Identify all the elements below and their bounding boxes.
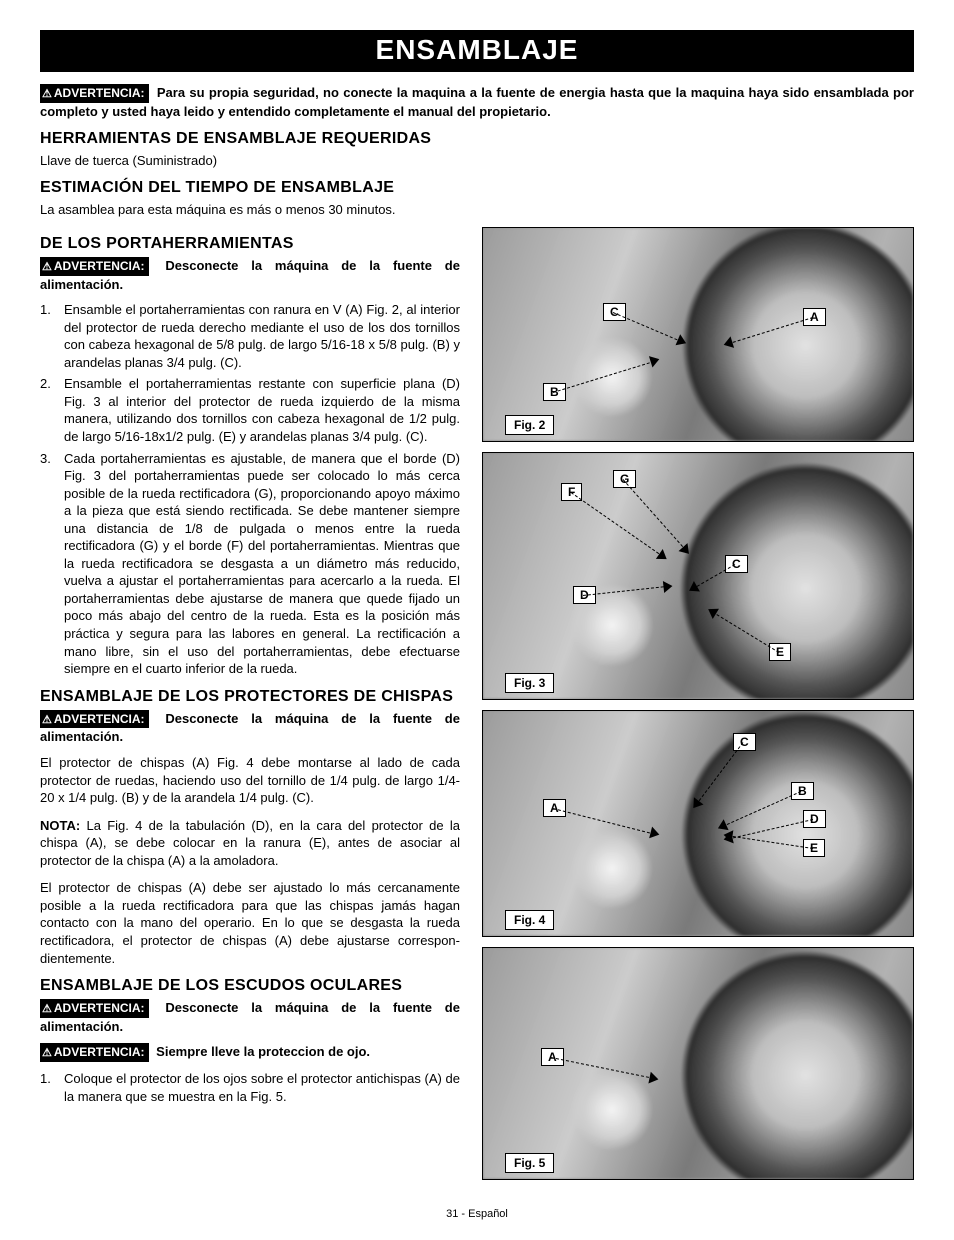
spark-warning: ADVERTENCIA: Desconecte la máquina de la… <box>40 710 460 746</box>
callout-label: C <box>725 555 748 573</box>
heading-spark-guards: ENSAMBLAJE DE LOS PROTECTORES DE CHISPAS <box>40 688 460 706</box>
right-figures-column: Fig. 2 CAB Fig. 3 FGCDE Fig. 4 CABDE Fig… <box>482 227 914 1190</box>
callout-label: C <box>733 733 756 751</box>
list-item: 1.Coloque el protector de los ojos sobre… <box>40 1070 460 1105</box>
figure-3-caption: Fig. 3 <box>505 673 554 693</box>
callout-label: E <box>769 643 791 661</box>
figure-5-caption: Fig. 5 <box>505 1153 554 1173</box>
left-text-column: DE LOS PORTAHERRAMIENTAS ADVERTENCIA: De… <box>40 227 460 1190</box>
tools-required-text: Llave de tuerca (Suministrado) <box>40 152 914 170</box>
toolrests-steps: 1.Ensamble el portaherramientas con ranu… <box>40 301 460 677</box>
callout-label: B <box>791 782 814 800</box>
figure-4: Fig. 4 CABDE <box>482 710 914 937</box>
note-label: NOTA: <box>40 818 80 833</box>
spark-paragraph-2: El protector de chispas (A) debe ser aju… <box>40 879 460 967</box>
top-safety-warning: ADVERTENCIA: Para su propia seguridad, n… <box>40 84 914 120</box>
warning-badge: ADVERTENCIA: <box>40 1043 149 1062</box>
callout-label: G <box>613 470 636 488</box>
list-item: 3.Cada portaherramientas es ajustable, d… <box>40 450 460 678</box>
warning-badge: ADVERTENCIA: <box>40 84 149 103</box>
figure-3: Fig. 3 FGCDE <box>482 452 914 700</box>
figure-3-photo <box>483 453 913 699</box>
warning-badge: ADVERTENCIA: <box>40 710 149 729</box>
spark-note: NOTA: La Fig. 4 de la tabulación (D), en… <box>40 817 460 870</box>
list-item: 2.Ensamble el portaherramientas restante… <box>40 375 460 445</box>
figure-2-caption: Fig. 2 <box>505 415 554 435</box>
figure-5: Fig. 5 A <box>482 947 914 1180</box>
top-warning-text: Para su propia seguridad, no conecte la … <box>40 85 914 119</box>
eye-warning-2-text: Siempre lleve la proteccion de ojo. <box>156 1044 370 1059</box>
figure-2-photo <box>483 228 913 441</box>
arrowhead-icon <box>722 829 733 842</box>
toolrests-warning: ADVERTENCIA: Desconecte la máquina de la… <box>40 257 460 293</box>
page-title-bar: ENSAMBLAJE <box>40 30 914 72</box>
assembly-time-text: La asamblea para esta máquina es más o m… <box>40 201 914 219</box>
heading-toolrests: DE LOS PORTAHERRAMIENTAS <box>40 235 460 253</box>
figure-2: Fig. 2 CAB <box>482 227 914 442</box>
figure-4-photo <box>483 711 913 936</box>
heading-tools-required: HERRAMIENTAS DE ENSAMBLAJE REQUERIDAS <box>40 130 914 148</box>
arrowhead-icon <box>663 580 673 593</box>
page-title: ENSAMBLAJE <box>40 34 914 66</box>
eye-warning-1: ADVERTENCIA: Desconecte la máquina de la… <box>40 999 460 1035</box>
callout-label: D <box>803 810 826 828</box>
figure-4-caption: Fig. 4 <box>505 910 554 930</box>
eye-warning-2: ADVERTENCIA: Siempre lleve la proteccion… <box>40 1043 460 1062</box>
warning-badge: ADVERTENCIA: <box>40 999 149 1018</box>
callout-label: A <box>803 308 826 326</box>
warning-badge: ADVERTENCIA: <box>40 257 149 276</box>
heading-eye-shields: ENSAMBLAJE DE LOS ESCUDOS OCULARES <box>40 977 460 995</box>
page-footer: 31 - Español <box>40 1208 914 1220</box>
list-item: 1.Ensamble el portaherramientas con ranu… <box>40 301 460 371</box>
heading-assembly-time: ESTIMACIÓN DEL TIEMPO DE ENSAMBLAJE <box>40 179 914 197</box>
spark-paragraph-1: El protector de chispas (A) Fig. 4 debe … <box>40 754 460 807</box>
eye-shield-steps: 1.Coloque el protector de los ojos sobre… <box>40 1070 460 1105</box>
